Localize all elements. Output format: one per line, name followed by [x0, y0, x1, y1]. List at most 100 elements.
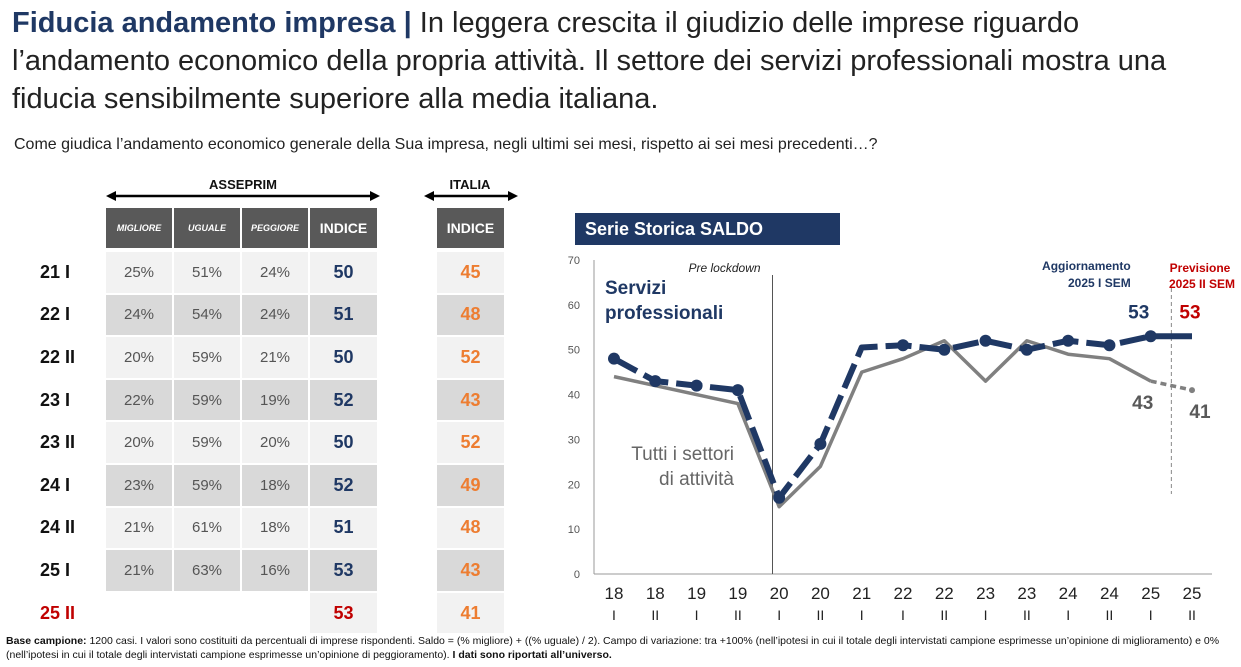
- cell-italia-indice: 43: [437, 550, 504, 591]
- cell-uguale: 59%: [174, 379, 240, 421]
- series-point-servizi: [1020, 343, 1033, 356]
- col-header-uguale: UGUALE: [174, 208, 240, 248]
- cell-italia-indice: 52: [437, 337, 504, 378]
- series-point-servizi: [897, 339, 909, 352]
- x-tick-year: 25: [1141, 584, 1160, 603]
- row-period-label: 23 I: [40, 389, 71, 410]
- asseprim-arrow: [106, 191, 380, 201]
- cell-migliore: 25%: [106, 252, 172, 293]
- series-label-tutti: Tutti i settori: [631, 444, 734, 465]
- y-tick-label: 50: [568, 345, 580, 357]
- x-tick-year: 19: [728, 584, 747, 603]
- cell-uguale: 59%: [174, 337, 240, 378]
- series-point-servizi: [773, 491, 786, 504]
- x-tick-year: 24: [1059, 584, 1078, 603]
- x-tick-half: I: [984, 607, 988, 623]
- series-point-servizi: [608, 352, 620, 365]
- x-tick-year: 20: [770, 584, 789, 603]
- footnote-text: 1200 casi. I valori sono costituiti da p…: [6, 635, 1220, 661]
- row-period-label: 24 II: [40, 517, 76, 538]
- title-bold: Fiducia andamento impresa: [12, 7, 396, 39]
- pre-lockdown-label: Pre lockdown: [689, 261, 761, 275]
- annotation-previsione: Previsione: [1170, 261, 1231, 275]
- series-point-servizi: [649, 375, 662, 388]
- x-tick-year: 23: [976, 584, 995, 603]
- series-label-tutti: di attività: [659, 469, 734, 490]
- x-tick-half: II: [1023, 607, 1031, 623]
- cell-peggiore: 18%: [242, 465, 308, 506]
- x-tick-year: 24: [1100, 584, 1119, 603]
- cell-italia-indice: 48: [437, 294, 504, 336]
- col-header-italia-indice: INDICE: [437, 208, 504, 248]
- y-tick-label: 0: [574, 569, 580, 581]
- cell-peggiore: 19%: [242, 379, 308, 421]
- x-tick-year: 19: [687, 584, 706, 603]
- cell-indice: 51: [310, 507, 377, 549]
- x-tick-half: II: [734, 607, 742, 623]
- annotation-aggiornamento-sem: 2025 I SEM: [1068, 276, 1131, 290]
- chart-title: Serie Storica SALDO: [575, 213, 840, 245]
- cell-peggiore: 24%: [242, 252, 308, 293]
- cell-migliore: 21%: [106, 507, 172, 549]
- row-period-label: 24 I: [40, 474, 71, 495]
- asseprim-group-label: ASSEPRIM: [209, 177, 277, 192]
- cell-italia-indice: 52: [437, 422, 504, 463]
- x-tick-half: I: [901, 607, 905, 623]
- end-label-servizi-i: 53: [1128, 302, 1149, 323]
- cell-peggiore: 20%: [242, 422, 308, 463]
- x-tick-year: 23: [1017, 584, 1036, 603]
- cell-italia-indice: 49: [437, 465, 504, 506]
- col-header-peggiore: PEGGIORE: [242, 208, 308, 248]
- col-header-migliore: MIGLIORE: [106, 208, 172, 248]
- italia-arrow: [424, 191, 518, 201]
- cell-migliore: 20%: [106, 337, 172, 378]
- cell-migliore: 21%: [106, 550, 172, 591]
- series-point-servizi: [690, 379, 703, 392]
- series-point-tutti-forecast: [1189, 387, 1195, 394]
- x-tick-year: 20: [811, 584, 830, 603]
- series-label-servizi: professionali: [605, 303, 723, 324]
- y-tick-label: 20: [568, 479, 580, 491]
- cell-migliore: 24%: [106, 294, 172, 336]
- row-period-label: 25 II: [40, 602, 76, 623]
- x-tick-half: II: [1188, 607, 1196, 623]
- survey-question: Come giudica l’andamento economico gener…: [14, 136, 878, 153]
- series-point-servizi: [1144, 330, 1157, 343]
- cell-indice: 50: [310, 252, 377, 293]
- x-tick-year: 18: [646, 584, 665, 603]
- cell-uguale: 51%: [174, 252, 240, 293]
- footnote-bold-tail: I dati sono riportati all’universo.: [452, 649, 612, 661]
- cell-migliore: 22%: [106, 379, 172, 421]
- y-tick-label: 40: [568, 390, 580, 402]
- x-tick-half: I: [777, 607, 781, 623]
- cell-migliore: [106, 593, 172, 634]
- y-tick-label: 10: [568, 524, 580, 536]
- series-point-servizi: [938, 343, 951, 356]
- footnote-label: Base campione:: [6, 635, 87, 647]
- cell-indice: 52: [310, 379, 377, 421]
- row-period-label: 25 I: [40, 559, 71, 580]
- end-label-tutti-i: 43: [1132, 393, 1153, 414]
- end-label-servizi-ii: 53: [1179, 302, 1200, 323]
- x-tick-year: 22: [894, 584, 913, 603]
- cell-indice: 51: [310, 294, 377, 336]
- row-period-label: 21 I: [40, 261, 71, 282]
- italia-group-label: ITALIA: [449, 177, 491, 192]
- cell-indice: 53: [310, 592, 377, 634]
- footnote: Base campione: 1200 casi. I valori sono …: [6, 634, 1236, 662]
- x-tick-year: 21: [852, 584, 871, 603]
- row-period-label: 23 II: [40, 432, 76, 453]
- cell-migliore: 23%: [106, 465, 172, 506]
- series-point-servizi: [1103, 339, 1116, 352]
- cell-peggiore: 21%: [242, 337, 308, 378]
- line-chart: 01020304050607018I18II19I19II20I20II21I2…: [568, 255, 1235, 623]
- cell-uguale: 59%: [174, 465, 240, 506]
- series-point-servizi: [1062, 334, 1075, 347]
- page-title: Fiducia andamento impresa | In leggera c…: [12, 4, 1232, 118]
- series-point-servizi: [814, 437, 827, 450]
- y-tick-label: 30: [568, 434, 580, 446]
- cell-uguale: 59%: [174, 422, 240, 463]
- cell-indice: 53: [310, 550, 377, 591]
- cell-uguale: 61%: [174, 507, 240, 549]
- x-tick-year: 22: [935, 584, 954, 603]
